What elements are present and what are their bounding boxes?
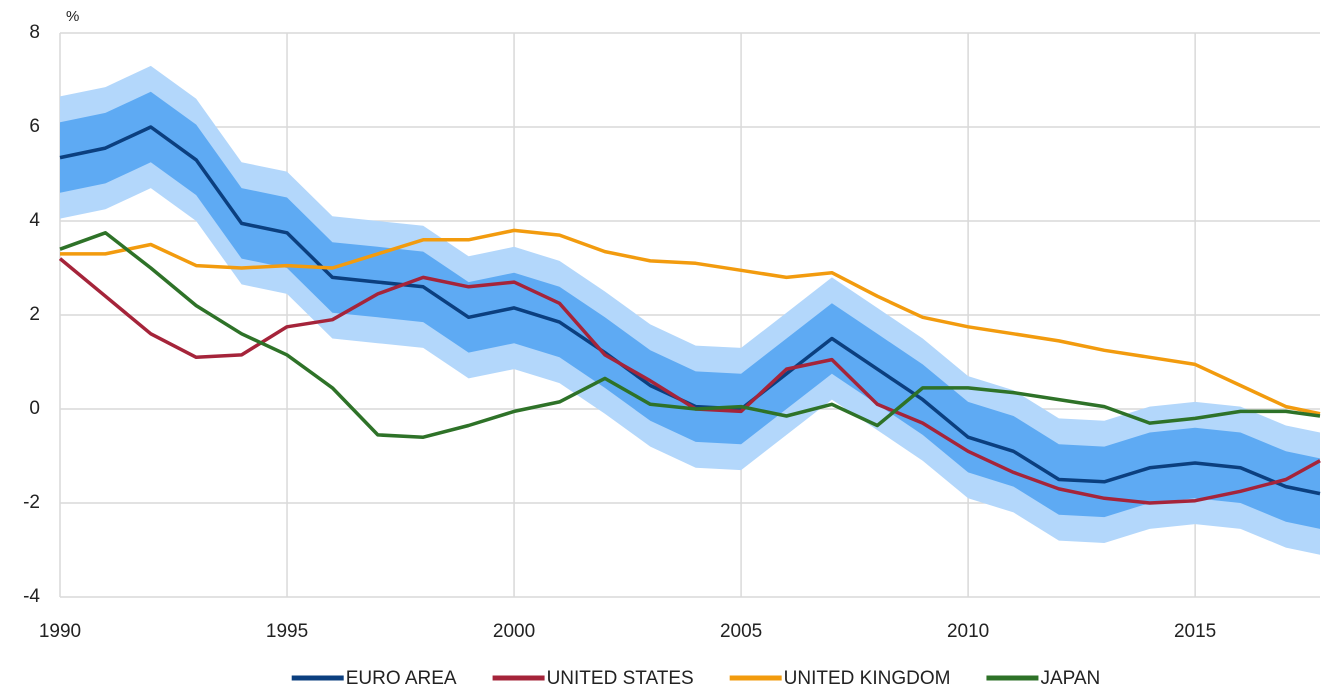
confidence-band <box>60 91 1320 529</box>
y-axis-unit: % <box>66 8 79 25</box>
y-tick-label: 0 <box>29 398 40 419</box>
legend-label: JAPAN <box>1040 668 1100 689</box>
x-tick-label: 1990 <box>39 621 81 642</box>
x-tick-label: 2005 <box>720 621 762 642</box>
y-tick-label: -4 <box>23 586 40 607</box>
series-line <box>60 228 1321 416</box>
x-tick-label: 1995 <box>266 621 308 642</box>
series-line <box>59 231 1321 439</box>
y-tick-label: 8 <box>29 22 40 43</box>
legend-label: EURO AREA <box>346 668 457 689</box>
legend-label: UNITED STATES <box>547 668 694 689</box>
y-tick-label: 2 <box>29 304 40 325</box>
y-tick-label: 6 <box>29 116 40 137</box>
y-tick-label: 4 <box>29 210 40 231</box>
y-tick-label: -2 <box>23 492 40 513</box>
series-line <box>59 125 1321 496</box>
x-tick-label: 2015 <box>1174 621 1216 642</box>
x-tick-label: 2000 <box>493 621 535 642</box>
x-tick-label: 2010 <box>947 621 989 642</box>
legend-label: UNITED KINGDOM <box>784 668 951 689</box>
